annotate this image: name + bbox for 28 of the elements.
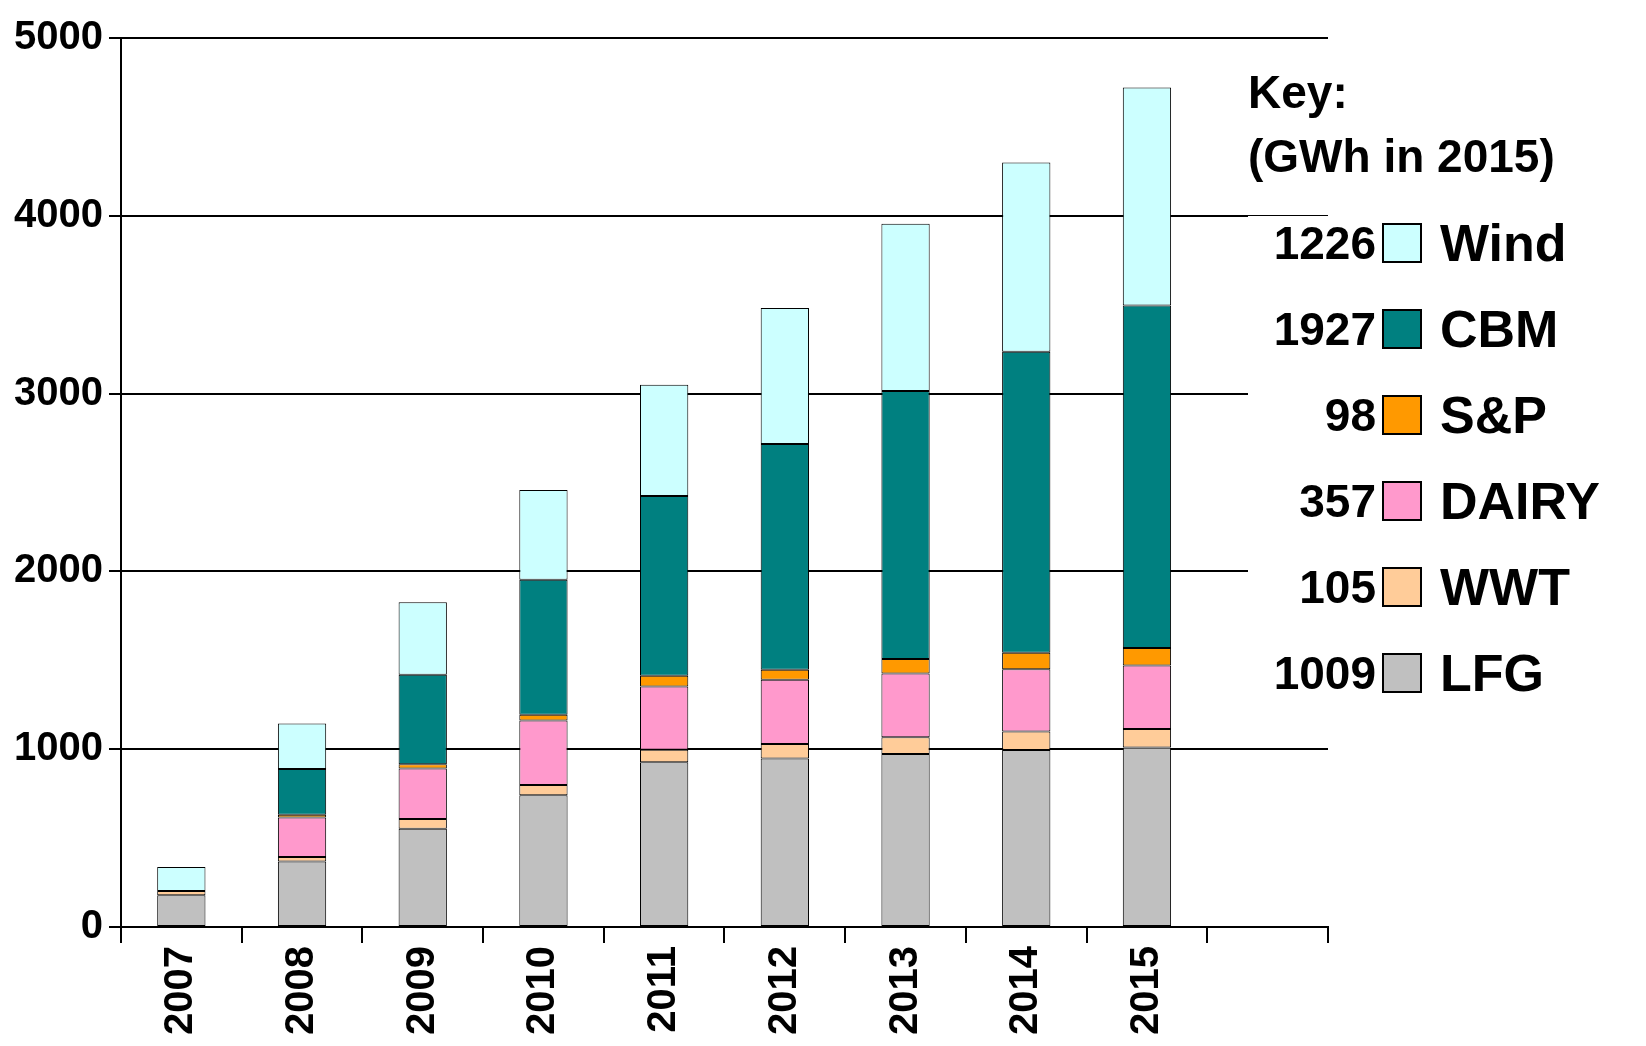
legend-label: LFG — [1440, 643, 1544, 703]
annotation: 1226 — [1248, 216, 1376, 270]
x-tick-label: 2007 — [156, 946, 201, 1035]
legend-label: WWT — [1440, 557, 1570, 617]
legend-label: DAIRY — [1440, 471, 1600, 531]
y-tick-label: 0 — [80, 902, 103, 947]
annotation: 1009 — [1248, 646, 1376, 700]
annotation: 105 — [1248, 560, 1376, 614]
legend-label: S&P — [1440, 385, 1547, 445]
annotation: 1927 — [1248, 302, 1376, 356]
x-tick-label: 2013 — [880, 946, 925, 1035]
x-tick-label: 2009 — [397, 946, 442, 1035]
legend-title: Key: (GWh in 2015) — [1248, 60, 1638, 188]
x-tick-label: 2008 — [277, 946, 322, 1035]
y-tick-label: 4000 — [14, 190, 103, 235]
x-tick-label: 2014 — [1001, 945, 1046, 1035]
y-tick-label: 3000 — [14, 368, 103, 413]
legend-label: CBM — [1440, 299, 1559, 359]
x-tick-label: 2011 — [639, 946, 684, 1033]
x-tick-label: 2012 — [759, 946, 804, 1035]
annotation: 98 — [1248, 388, 1376, 442]
y-tick-label: 2000 — [14, 546, 103, 591]
y-tick-label: 5000 — [14, 13, 103, 58]
x-tick-label: 2015 — [1121, 946, 1166, 1035]
annotation: 357 — [1248, 474, 1376, 528]
y-tick-label: 1000 — [14, 724, 103, 769]
legend-label: Wind — [1440, 213, 1567, 273]
x-tick-label: 2010 — [518, 946, 563, 1035]
